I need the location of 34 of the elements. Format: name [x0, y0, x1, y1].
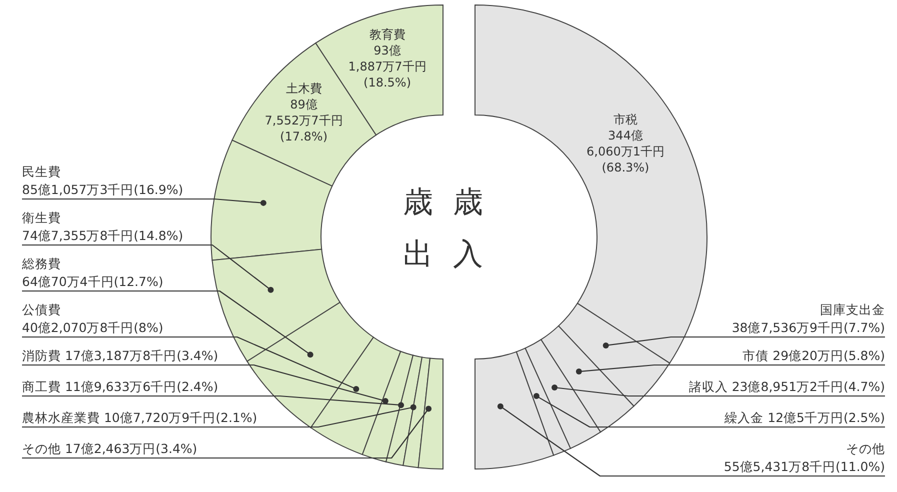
slice-label: 国庫支出金 [820, 302, 885, 317]
data-label: 74億7,355万8千円(14.8%) [22, 228, 184, 243]
data-label: 344億6,060万1千円(68.3%) [586, 128, 665, 174]
text: 歳出 [403, 185, 433, 272]
data-label: 12億5千万円(2.5%) [768, 410, 885, 425]
slice-label: 消防費 [22, 348, 61, 363]
data-label: 89億7,552万7千円(17.8%) [264, 98, 343, 144]
slice-label: 土木費 [286, 82, 322, 96]
data-label: 40億2,070万8千円(8%) [22, 320, 164, 335]
data-label: 55億5,431万8千円(11.0%) [724, 459, 885, 474]
data-label: 17億2,463万円(3.4%) [64, 441, 198, 456]
slice-label: 商工費 [22, 379, 61, 394]
slice-label: 総務費 [21, 256, 61, 271]
slice-label: 市税 [614, 112, 638, 126]
text: 歳入 [453, 185, 483, 272]
slice-label: 市債 [742, 348, 769, 363]
data-label: 38億7,536万9千円(7.7%) [732, 320, 885, 335]
data-label: 64億70万4千円(12.7%) [22, 274, 164, 289]
slice-label: 衛生費 [22, 210, 61, 225]
slice-label: その他 [22, 441, 61, 456]
slice-label: 繰入金 [724, 410, 764, 425]
slice-label: 諸収入 [688, 379, 728, 394]
data-label: 11億9,633万6千円(2.4%) [64, 379, 218, 394]
slice-label: 教育費 [369, 27, 406, 42]
data-label: 17億3,187万8千円(3.4%) [64, 348, 218, 363]
data-label: 93億1,887万7千円(18.5%) [348, 43, 426, 90]
slice-label: 公債費 [22, 302, 61, 317]
data-label: 29億20万円(5.8%) [772, 348, 885, 363]
data-label: 10億7,720万9千円(2.1%) [104, 410, 258, 425]
slice-label: その他 [846, 441, 885, 456]
slice-label: 農林水産業費 [22, 410, 100, 425]
data-label: 23億8,951万2千円(4.7%) [732, 379, 885, 394]
data-label: 85億1,057万3千円(16.9%) [22, 182, 184, 197]
slice-label: 民生費 [22, 164, 61, 179]
